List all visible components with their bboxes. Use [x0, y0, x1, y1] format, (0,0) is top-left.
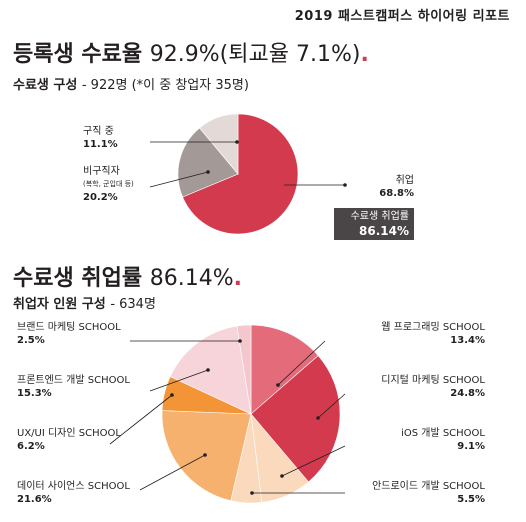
slice-label-android: 안드로이드 개발 SCHOOL 5.5% — [340, 480, 485, 506]
graduate-slice-0 — [182, 113, 299, 235]
slice-label-digital-marketing: 디지털 마케팅 SCHOOL 24.8% — [340, 374, 485, 400]
slice-label-ios: iOS 개발 SCHOOL 9.1% — [340, 427, 485, 453]
slice-label-non-seeker: 비구직자 (복학, 군입대 등) 20.2% — [83, 165, 134, 204]
slice-name: 비구직자 — [83, 166, 120, 177]
slice-note: (복학, 군입대 등) — [83, 180, 134, 188]
slice-value: 21.6% — [17, 494, 52, 505]
leader-dot-5 — [170, 393, 174, 397]
employee-pie-chart — [161, 324, 341, 504]
slice-name: 웹 프로그래밍 SCHOOL — [381, 322, 485, 333]
heading-dot-2: . — [233, 266, 243, 291]
leader-dot-4 — [206, 368, 210, 372]
heading-dot: . — [360, 42, 369, 67]
slice-value: 24.8% — [450, 388, 485, 399]
graduate-composition-label: 수료생 구성 — [13, 78, 78, 93]
leader-lines — [109, 140, 347, 495]
leader-line-7 — [277, 340, 326, 386]
slice-value: 13.4% — [450, 335, 485, 346]
leader-dot-9 — [280, 474, 284, 478]
leader-line-4 — [149, 369, 209, 392]
slice-name: 데이터 사이언스 SCHOOL — [17, 481, 130, 492]
graduate-slice-1 — [177, 127, 239, 198]
slice-label-uxui: UX/UI 디자인 SCHOOL 6.2% — [17, 427, 121, 453]
slice-label-data-science: 데이터 사이언스 SCHOOL 21.6% — [17, 480, 130, 506]
slice-value: 9.1% — [457, 441, 485, 452]
employee-composition-value: - 634명 — [110, 297, 156, 312]
slice-label-employed: 취업 68.8% — [350, 174, 414, 200]
leader-dot-10 — [250, 491, 254, 495]
leader-line-5 — [109, 394, 173, 445]
employment-rate-label: 수료생 취업률 — [13, 266, 143, 291]
leader-dot-7 — [276, 383, 280, 387]
completion-rate-label: 등록생 수료율 — [13, 42, 143, 67]
slice-label-frontend: 프론트엔드 개발 SCHOOL 15.3% — [17, 374, 130, 400]
employee-slice-1 — [250, 355, 341, 483]
slice-value: 6.2% — [17, 441, 45, 452]
graduate-slice-2 — [199, 113, 239, 175]
leader-line-8 — [317, 393, 346, 419]
employee-composition-subtitle: 취업자 인원 구성 - 634명 — [13, 293, 156, 312]
employee-composition-label: 취업자 인원 구성 — [13, 297, 106, 312]
graduate-pie-chart — [177, 113, 299, 235]
slice-value: 5.5% — [457, 494, 485, 505]
slice-name: 취업 — [395, 175, 414, 186]
slice-value: 68.8% — [379, 188, 414, 199]
graduate-composition-subtitle: 수료생 구성 - 922명 (*이 중 창업자 35명) — [13, 74, 249, 93]
slice-label-brand-marketing: 브랜드 마케팅 SCHOOL 2.5% — [17, 321, 121, 347]
slice-name: 프론트엔드 개발 SCHOOL — [17, 375, 130, 386]
leader-dot-3 — [238, 339, 242, 343]
leader-dot-0 — [235, 140, 239, 144]
employee-slice-0 — [250, 324, 319, 415]
leader-dot-8 — [316, 416, 320, 420]
slice-value: 20.2% — [83, 192, 118, 203]
leader-dot-1 — [206, 170, 210, 174]
employment-rate-value: 86.14% — [149, 266, 234, 291]
badge-label: 수료생 취업률 — [350, 211, 409, 222]
slice-name: 안드로이드 개발 SCHOOL — [372, 481, 485, 492]
employee-slice-7 — [236, 324, 252, 415]
badge-value: 86.14% — [359, 224, 409, 238]
slice-value: 15.3% — [17, 388, 52, 399]
slice-name: UX/UI 디자인 SCHOOL — [17, 428, 121, 439]
completion-rate-value: 92.9%(퇴교율 7.1%) — [149, 42, 361, 67]
leader-dot-6 — [203, 453, 207, 457]
leader-line-9 — [281, 445, 346, 477]
employment-rate-badge: 수료생 취업률 86.14% — [334, 208, 414, 240]
slice-label-job-seeking: 구직 중 11.1% — [83, 125, 118, 151]
leader-line-1 — [149, 171, 209, 188]
slice-name: 구직 중 — [83, 126, 114, 137]
completion-rate-heading: 등록생 수료율 92.9%(퇴교율 7.1%). — [13, 36, 369, 68]
slice-name: iOS 개발 SCHOOL — [401, 428, 485, 439]
leader-line-6 — [139, 454, 206, 491]
graduate-composition-value: - 922명 (*이 중 창업자 35명) — [81, 78, 249, 93]
report-title: 2019 패스트캠퍼스 하이어링 리포트 — [294, 9, 510, 24]
slice-name: 브랜드 마케팅 SCHOOL — [17, 322, 121, 333]
slice-value: 2.5% — [17, 335, 45, 346]
slice-value: 11.1% — [83, 139, 118, 150]
leader-dot-2 — [343, 183, 347, 187]
slice-label-web: 웹 프로그래밍 SCHOOL 13.4% — [340, 321, 485, 347]
slice-name: 디지털 마케팅 SCHOOL — [381, 375, 485, 386]
employee-slice-6 — [169, 325, 252, 415]
employment-rate-heading: 수료생 취업률 86.14%. — [13, 260, 242, 292]
